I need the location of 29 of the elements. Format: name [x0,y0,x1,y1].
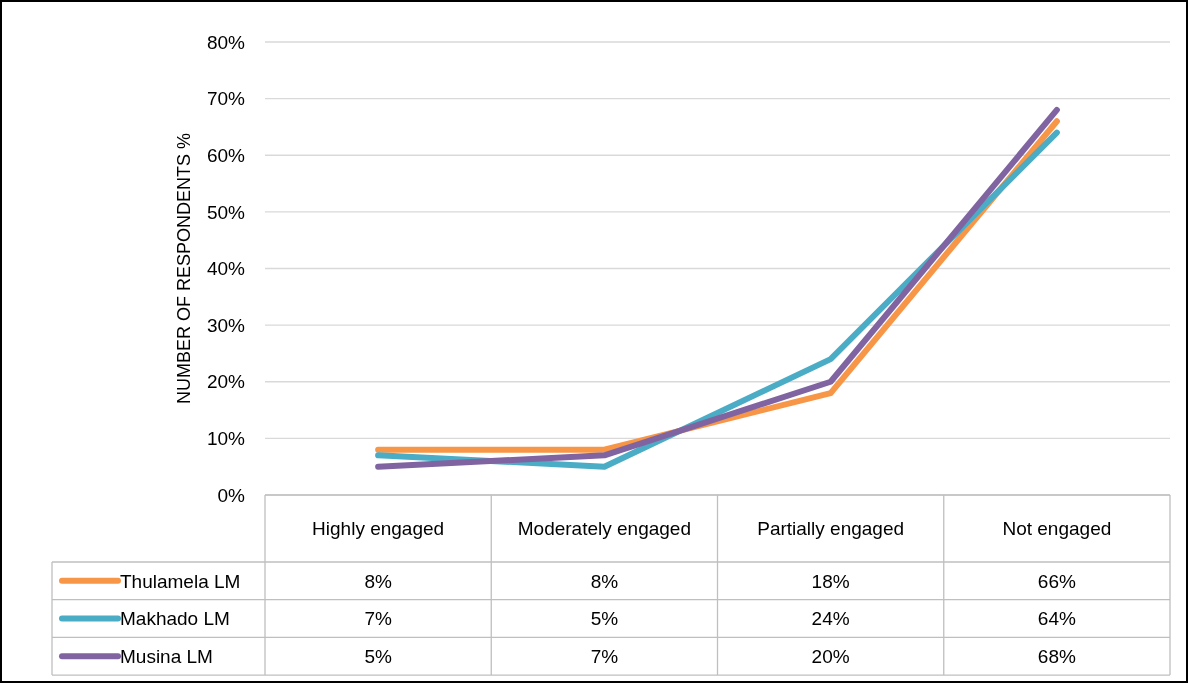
y-tick-label: 60% [206,144,246,166]
x-tick-label: Not engaged [1002,518,1112,540]
data-label: 7% [364,608,392,630]
data-label: 8% [590,570,619,592]
data-label: 68% [1037,645,1076,667]
x-tick-label: Highly engaged [312,518,445,540]
data-label: 66% [1037,570,1076,592]
data-label: 5% [364,645,392,667]
legend-label: Musina LM [120,645,213,667]
y-tick-label: 80% [206,31,246,53]
y-tick-label: 0% [217,484,246,506]
data-label: 8% [364,570,392,592]
y-tick-label: 40% [206,258,246,280]
data-label: 24% [811,608,850,630]
data-label: 64% [1037,608,1076,630]
data-label: 5% [590,608,619,630]
data-label: 18% [811,570,850,592]
legend-label: Thulamela LM [120,570,241,592]
legend-label: Makhado LM [120,608,230,630]
y-axis-title: NUMBER OF RESPONDENTS % [174,132,194,405]
y-tick-label: 30% [206,314,246,336]
y-tick-label: 50% [206,201,246,223]
y-tick-label: 70% [206,88,246,110]
y-tick-label: 10% [206,428,246,450]
data-label: 20% [811,645,850,667]
x-tick-label: Moderately engaged [517,518,691,540]
x-tick-label: Partially engaged [757,518,905,540]
y-tick-label: 20% [206,371,246,393]
data-label: 7% [590,645,619,667]
